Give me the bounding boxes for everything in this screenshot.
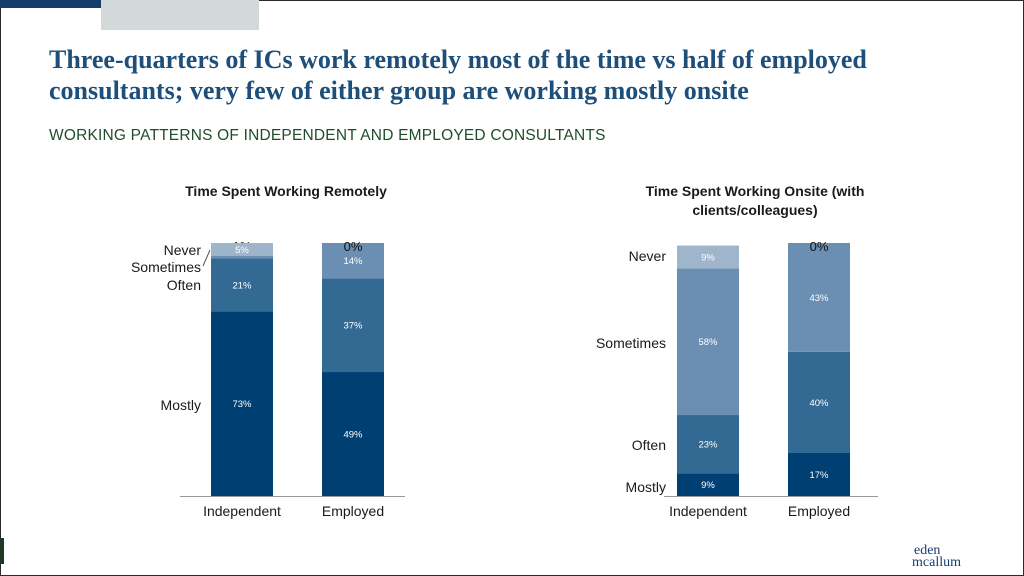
data-label-mostly-employed: 17% (809, 470, 829, 481)
bar-sometimes-independent (677, 268, 739, 416)
category-label-employed: Employed (788, 503, 850, 519)
series-label-mostly: Mostly (161, 397, 201, 413)
data-label-sometimes-employed: 43% (809, 293, 829, 304)
bar-often-employed (322, 278, 384, 373)
category-label-employed: Employed (322, 503, 384, 519)
data-label-never-independent: 5% (235, 245, 249, 256)
accent-block (101, 0, 259, 30)
chart-title-line: Time Spent Working Onsite (with (646, 183, 865, 199)
bar-mostly-employed (322, 372, 384, 496)
series-label-never: Never (629, 248, 667, 264)
data-label-often-independent: 23% (698, 440, 718, 451)
data-label-sometimes-employed: 14% (343, 256, 363, 267)
bar-often-employed (788, 351, 850, 453)
series-label-sometimes: Sometimes (596, 335, 666, 351)
data-label-never-independent: 9% (701, 252, 715, 263)
chart-title-line: clients/colleagues) (692, 202, 817, 218)
data-label-often-employed: 40% (809, 398, 829, 409)
accent-bar (0, 0, 188, 8)
chart-title: Time Spent Working Onsite (with clients/c… (646, 183, 865, 218)
bar-never-independent (211, 243, 273, 256)
bar-sometimes-employed (788, 243, 850, 352)
data-label-mostly-independent: 9% (701, 480, 715, 491)
eden-mccallum-logo: eden mcallum (906, 543, 986, 574)
bar-often-independent (211, 258, 273, 312)
logo-text-top: eden (914, 543, 941, 558)
series-label-often: Often (167, 277, 201, 293)
bar-often-independent (677, 415, 739, 474)
bar-mostly-independent (677, 473, 739, 496)
remote-chart: Time Spent Working Remotely73%21%1%5%Ind… (131, 183, 405, 519)
data-label-never-employed: 0% (344, 239, 363, 254)
bar-never-independent (677, 245, 739, 269)
data-label-mostly-independent: 73% (232, 399, 252, 410)
series-label-never: Never (164, 242, 202, 258)
bar-sometimes-employed (322, 243, 384, 279)
bar-mostly-independent (211, 311, 273, 496)
data-label-never-employed: 0% (810, 239, 829, 254)
slide-subtitle: WORKING PATTERNS OF INDEPENDENT AND EMPL… (49, 127, 606, 144)
data-label-often-independent: 21% (232, 280, 252, 291)
bar-mostly-employed (788, 452, 850, 496)
data-label-mostly-employed: 49% (343, 430, 363, 441)
leader-line (202, 249, 211, 267)
series-label-mostly: Mostly (626, 479, 666, 495)
series-label-often: Often (632, 437, 666, 453)
category-label-independent: Independent (203, 503, 281, 519)
onsite-chart: Time Spent Working Onsite (with clients/c… (596, 183, 878, 519)
bar-sometimes-independent (211, 255, 273, 259)
chart-title: Time Spent Working Remotely (185, 183, 387, 199)
data-label-sometimes-independent: 58% (698, 337, 718, 348)
data-label-often-employed: 37% (343, 321, 363, 332)
slide-title: Three-quarters of ICs work remotely most… (49, 45, 867, 105)
edge-marker (0, 538, 4, 564)
series-label-sometimes: Sometimes (131, 259, 201, 275)
category-label-independent: Independent (669, 503, 747, 519)
logo-text-bottom: mcallum (912, 555, 961, 570)
